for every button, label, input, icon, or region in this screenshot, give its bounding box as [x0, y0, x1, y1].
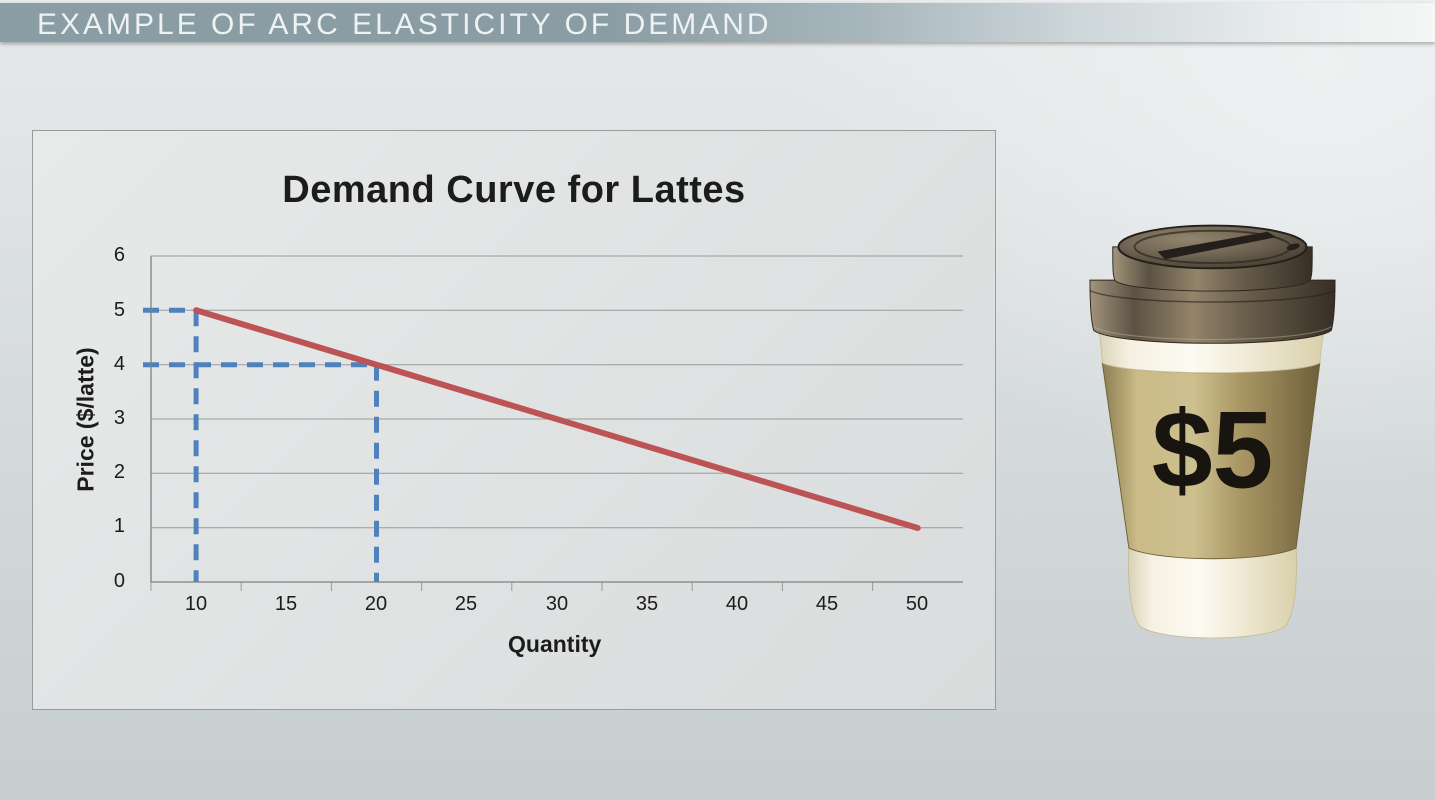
- svg-text:$5: $5: [1152, 389, 1274, 511]
